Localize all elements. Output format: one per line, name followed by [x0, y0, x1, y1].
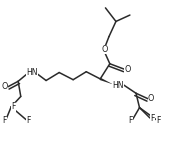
Text: F: F [150, 114, 155, 123]
Text: F: F [26, 116, 31, 125]
Text: O: O [2, 82, 8, 91]
Text: F: F [156, 116, 161, 125]
Text: O: O [101, 45, 108, 54]
Polygon shape [100, 78, 113, 85]
Text: HN: HN [26, 68, 38, 77]
Text: F: F [129, 116, 133, 125]
Text: O: O [124, 65, 131, 74]
Text: F: F [12, 102, 16, 111]
Text: HN: HN [112, 81, 124, 90]
Text: F: F [2, 116, 6, 125]
Text: O: O [148, 94, 154, 103]
